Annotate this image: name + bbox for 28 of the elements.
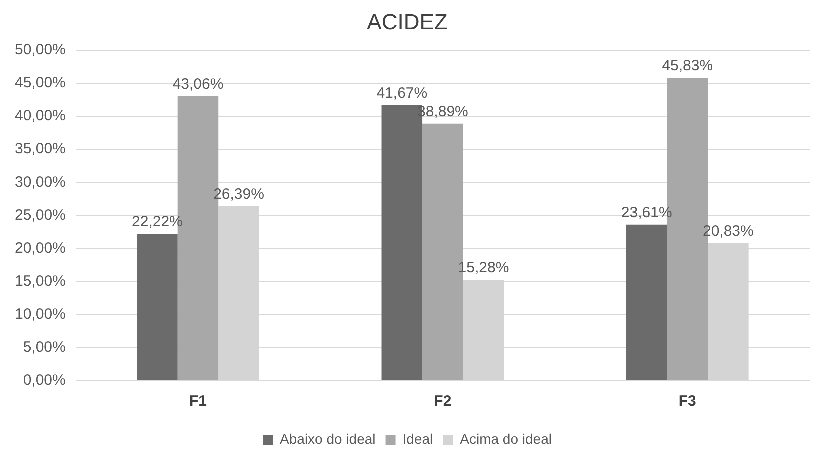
y-tick-label: 10,00% — [15, 306, 66, 324]
y-tick-label: 40,00% — [15, 108, 66, 125]
bar — [626, 224, 668, 380]
y-tick-label: 5,00% — [23, 339, 66, 356]
y-tick-label: 0,00% — [23, 372, 66, 390]
data-label: 22,22% — [132, 214, 183, 231]
data-label: 20,83% — [702, 222, 754, 240]
y-tick-label: 50,00% — [15, 42, 66, 59]
data-label: 23,61% — [621, 204, 672, 222]
y-tick-label: 20,00% — [15, 240, 66, 257]
legend-label: Ideal — [402, 430, 434, 447]
y-tick-label: 45,00% — [15, 74, 66, 92]
y-tick-label: 30,00% — [15, 174, 66, 191]
x-tick-label: F1 — [189, 393, 207, 410]
x-tick-label: F3 — [678, 393, 696, 410]
data-label: 15,28% — [458, 260, 510, 277]
legend-label: Abaixo do ideal — [280, 430, 376, 447]
data-label: 26,39% — [214, 186, 264, 204]
bar — [137, 234, 178, 380]
data-label: 43,06% — [172, 76, 224, 93]
y-tick-label: 15,00% — [15, 272, 66, 290]
y-tick-label: 25,00% — [15, 206, 66, 224]
y-tick-label: 35,00% — [15, 140, 66, 158]
data-label: 45,83% — [662, 58, 714, 75]
x-tick-label: F2 — [434, 393, 452, 410]
legend-label: Acima do ideal — [460, 430, 552, 447]
chart-title: ACIDEZ — [367, 9, 448, 34]
data-label: 41,67% — [376, 85, 428, 102]
